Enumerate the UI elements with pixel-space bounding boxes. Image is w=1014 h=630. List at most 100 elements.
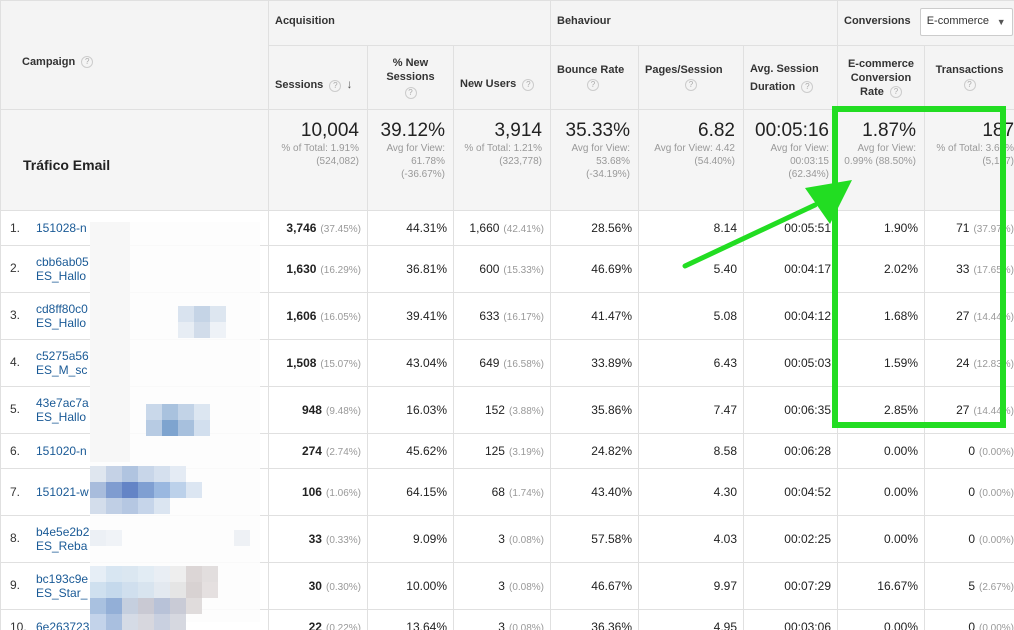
- pixel-block: [170, 482, 186, 498]
- campaign-link[interactable]: bc193c9e ES_Star_: [36, 572, 89, 600]
- avg-duration-cell: 00:04:12: [743, 292, 838, 340]
- campaign-column-header[interactable]: Campaign ?: [0, 0, 269, 110]
- sessions-cell: 1,630 (16.29%): [268, 245, 368, 293]
- campaign-link[interactable]: c5275a56 ES_M_sc: [36, 349, 89, 377]
- help-icon[interactable]: ?: [522, 78, 535, 91]
- bounce-rate-cell: 43.40%: [550, 468, 639, 516]
- avg-duration-cell: 00:05:51: [743, 210, 838, 246]
- help-icon[interactable]: ?: [801, 80, 814, 93]
- new-users-column-header[interactable]: New Users ?: [453, 45, 551, 110]
- pages-session-cell: 4.30: [638, 468, 744, 516]
- table-row[interactable]: 7. 151021-w 106 (1.06%) 64.15% 68 (1.74%) 43.40…: [0, 468, 1014, 516]
- pages-session-column-header[interactable]: Pages/Session ?: [638, 45, 744, 110]
- pixel-block: [154, 498, 170, 514]
- campaign-link[interactable]: 151020-n: [36, 444, 87, 459]
- help-icon[interactable]: ?: [587, 79, 599, 91]
- conversion-type-dropdown[interactable]: E-commerce ▼: [919, 8, 1013, 36]
- new-users-cell: 633 (16.17%): [453, 292, 551, 340]
- help-icon[interactable]: ?: [404, 87, 417, 99]
- pixel-block: [106, 566, 122, 582]
- new-users-cell: 152 (3.88%): [453, 386, 551, 434]
- pages-session-cell: 9.97: [638, 562, 744, 610]
- campaign-link[interactable]: cd8ff80c0 ES_Hallo: [36, 302, 88, 330]
- total-sessions: 10,004% of Total: 1.91% (524,082): [268, 109, 368, 211]
- new-sessions-cell: 45.62%: [367, 433, 454, 469]
- bounce-rate-cell: 46.67%: [550, 562, 639, 610]
- avg-duration-cell: 00:05:03: [743, 339, 838, 387]
- row-index: 10.: [10, 619, 27, 630]
- pixel-block: [154, 598, 170, 614]
- avg-duration-cell: 00:03:06: [743, 609, 838, 630]
- ecom-rate-cell: 1.68%: [837, 292, 925, 340]
- sessions-cell: 3,746 (37.45%): [268, 210, 368, 246]
- bounce-rate-cell: 33.89%: [550, 339, 639, 387]
- pixel-block: [122, 582, 138, 598]
- table-row[interactable]: 9. bc193c9e ES_Star_ 30 (0.30%) 10.00% 3 (0.08%…: [0, 562, 1014, 610]
- bounce-rate-cell: 46.69%: [550, 245, 639, 293]
- help-icon[interactable]: ?: [81, 56, 94, 69]
- ecom-rate-cell: 0.00%: [837, 433, 925, 469]
- new-users-cell: 600 (15.33%): [453, 245, 551, 293]
- help-icon[interactable]: ?: [889, 85, 902, 98]
- acquisition-group-header: Acquisition: [268, 0, 551, 46]
- pixel-block: [90, 482, 106, 498]
- transactions-cell: 0 (0.00%): [923, 515, 1014, 563]
- new-sessions-cell: 13.64%: [367, 609, 454, 630]
- pixel-block: [154, 482, 170, 498]
- new-sessions-cell: 64.15%: [367, 468, 454, 516]
- pixel-block: [106, 466, 122, 482]
- pixel-block: [170, 614, 186, 630]
- pixel-block: [194, 404, 210, 420]
- new-sessions-column-header[interactable]: % New Sessions ?: [367, 45, 454, 110]
- total-bounce-rate: 35.33% Avg for View: 53.68% (-34.19%): [550, 109, 639, 211]
- transactions-column-header[interactable]: Transactions ?: [923, 45, 1014, 110]
- total-new-sessions: 39.12% Avg for View: 61.78% (-36.67%): [367, 109, 454, 211]
- sessions-cell: 33 (0.33%): [268, 515, 368, 563]
- pixel-block: [154, 466, 170, 482]
- bounce-rate-column-header[interactable]: Bounce Rate ?: [550, 45, 639, 110]
- pixel-block: [138, 466, 154, 482]
- total-transactions: 187% of Total: 3.60% (5,197): [923, 109, 1014, 211]
- avg-duration-cell: 00:04:52: [743, 468, 838, 516]
- conversions-group-header: Conversions E-commerce ▼: [836, 0, 1014, 46]
- total-ecom-rate: 1.87% Avg for View: 0.99% (88.50%): [837, 109, 925, 211]
- row-index: 2.: [10, 261, 21, 276]
- total-avg-duration: 00:05:16 Avg for View: 00:03:15 (62.34%): [743, 109, 838, 211]
- sort-descending-icon[interactable]: ↓: [346, 77, 353, 92]
- pixel-block: [138, 614, 154, 630]
- campaign-link[interactable]: 6e263723: [36, 620, 90, 630]
- sessions-cell: 22 (0.22%): [268, 609, 368, 630]
- sessions-cell: 30 (0.30%): [268, 562, 368, 610]
- pixel-block: [234, 530, 250, 546]
- new-users-cell: 3 (0.08%): [453, 609, 551, 630]
- table-row[interactable]: 4. c5275a56 ES_M_sc 1,508 (15.07%) 43.04% 649(…: [0, 339, 1014, 387]
- pixel-block: [170, 598, 186, 614]
- sessions-cell: 274 (2.74%): [268, 433, 368, 469]
- bounce-rate-cell: 41.47%: [550, 292, 639, 340]
- campaign-link[interactable]: cbb6ab05 ES_Hallo: [36, 255, 89, 283]
- caret-down-icon: ▼: [996, 17, 1006, 27]
- campaign-link[interactable]: 43e7ac7a ES_Hallo: [36, 396, 89, 424]
- ecom-rate-cell: 0.00%: [837, 609, 925, 630]
- ecommerce-conversion-rate-column-header[interactable]: E-commerce Conversion Rate ?: [837, 45, 925, 110]
- sessions-cell: 1,606 (16.05%): [268, 292, 368, 340]
- pixel-block: [122, 614, 138, 630]
- sessions-column-header[interactable]: Sessions ? ↓: [268, 45, 368, 110]
- campaign-link[interactable]: 151021-w: [36, 485, 89, 500]
- avg-session-duration-column-header[interactable]: Avg. Session Duration ?: [743, 45, 838, 110]
- ecom-rate-cell: 2.02%: [837, 245, 925, 293]
- help-icon[interactable]: ?: [329, 79, 342, 92]
- row-index: 7.: [10, 484, 21, 499]
- new-sessions-cell: 36.81%: [367, 245, 454, 293]
- pixel-block: [170, 466, 186, 482]
- ecom-rate-cell: 0.00%: [837, 515, 925, 563]
- new-sessions-cell: 10.00%: [367, 562, 454, 610]
- help-icon[interactable]: ?: [963, 79, 976, 91]
- campaign-link[interactable]: b4e5e2b2 ES_Reba: [36, 525, 90, 553]
- pages-session-cell: 5.40: [638, 245, 744, 293]
- help-icon[interactable]: ?: [685, 79, 697, 91]
- pixel-block: [170, 582, 186, 598]
- pixel-block: [154, 566, 170, 582]
- bounce-rate-cell: 35.86%: [550, 386, 639, 434]
- campaign-link[interactable]: 151028-n: [36, 221, 87, 236]
